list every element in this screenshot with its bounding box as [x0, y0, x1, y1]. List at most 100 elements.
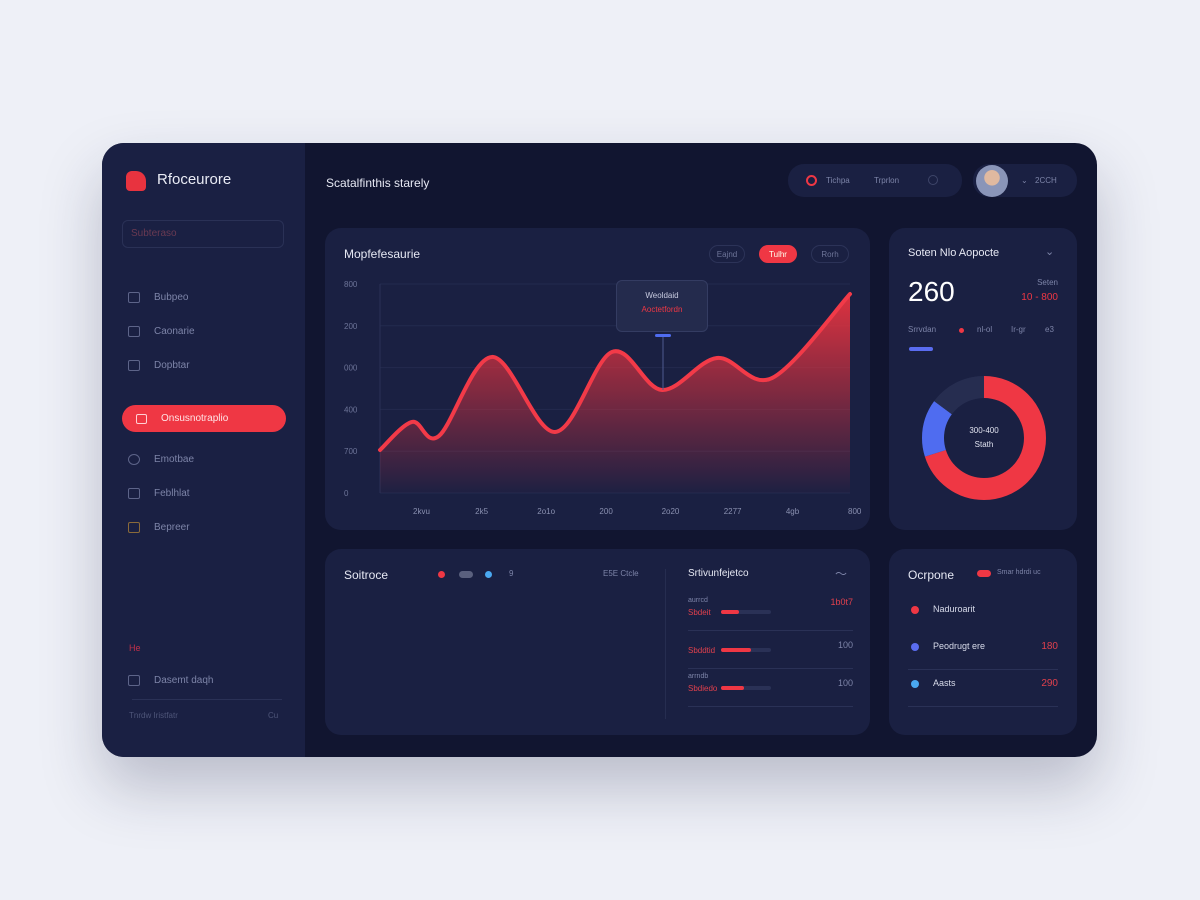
y-tick-label: 200: [344, 322, 358, 331]
option-value: 180: [1041, 641, 1058, 652]
y-tick-label: 0: [344, 489, 349, 498]
footer-text: Tnrdw Iristfatr: [129, 711, 178, 720]
perf-row-name: Sbddtid: [688, 646, 716, 655]
record-label[interactable]: Tichpa: [826, 176, 850, 185]
search-input[interactable]: Subteraso: [122, 220, 284, 248]
globe-icon: [128, 453, 140, 465]
avatar[interactable]: [976, 165, 1008, 197]
sidebar-item-1[interactable]: Bubpeo: [128, 288, 288, 306]
chevron-down-icon[interactable]: ⌄: [1045, 246, 1055, 258]
progress-fill: [721, 610, 739, 614]
sidebar-item-3[interactable]: Dopbtar: [128, 356, 288, 374]
metric: Srrvdan: [908, 325, 937, 334]
progress-track: [721, 610, 771, 614]
donut-center-top: 300-400: [969, 426, 999, 435]
secondary-label[interactable]: Trprlon: [874, 176, 900, 185]
donut-center-bottom: Stath: [974, 440, 994, 449]
main-chart-title: Mopfefesaurie: [344, 247, 421, 261]
brand-name: Rfoceurore: [157, 171, 232, 188]
option-row[interactable]: Naduroarit: [908, 601, 1058, 633]
calendar-icon: [128, 487, 140, 499]
bar-chart-card: Soitroce 9 E5E Ctcle 000008020c52a05a02a…: [325, 549, 870, 735]
stat-sublabel: Seten: [1037, 278, 1058, 287]
logo-icon: [126, 171, 146, 191]
perf-row[interactable]: arrndb Sbdiedo 100: [688, 673, 853, 707]
area-chart: 0 700 400 000 200 800 2kvu 2k5 2o1o 200 2o20 2277 4g…: [344, 280, 862, 516]
tooltip-title: Weoldaid: [645, 291, 679, 300]
main-chart-card: Mopfefesaurie Eajnd Tulhr Rorh 0 700 400 00…: [325, 228, 870, 530]
filter-button[interactable]: Eajnd: [709, 245, 745, 263]
sidebar-item-label: Dopbtar: [154, 359, 190, 371]
options-card: Ocrpone Smar hdrdi uc Naduroarit Peodrug…: [889, 549, 1077, 735]
bar-chart-meta[interactable]: E5E Ctcle: [603, 569, 639, 578]
sidebar-item-6[interactable]: Feblhlat: [128, 484, 288, 502]
bar-chart-title: Soitroce: [344, 568, 389, 582]
record-icon[interactable]: [806, 175, 817, 186]
metric: Ir-gr: [1011, 325, 1026, 334]
x-tick-label: 2277: [724, 507, 742, 516]
legend-dot-gray: [459, 571, 473, 578]
stat-value: 260: [908, 276, 955, 307]
perf-row-name: Sbdeit: [688, 608, 711, 617]
bar-chart: 000008020c52a05a02a02c02b02o53hu: [325, 549, 665, 735]
tooltip-marker: [655, 334, 671, 337]
perf-row-value: 100: [837, 678, 853, 688]
progress-fill: [721, 648, 751, 652]
metric: nl-ol: [977, 325, 993, 334]
footer-icon[interactable]: Cu: [268, 711, 279, 720]
y-tick-label: 800: [344, 280, 358, 289]
x-tick-label: 2k5: [475, 507, 488, 516]
option-row[interactable]: Aasts 290: [908, 675, 1058, 707]
y-tick-label: 400: [344, 405, 358, 414]
perf-row-value: 100: [837, 640, 853, 650]
sidebar-item-7[interactable]: Bepreer: [128, 518, 288, 536]
options-legend: Smar hdrdi uc: [997, 569, 1041, 576]
option-label: Peodrugt ere: [933, 641, 986, 651]
user-menu[interactable]: ⌄ 2CCH: [973, 164, 1077, 197]
option-row[interactable]: Peodrugt ere 180: [908, 638, 1058, 670]
legend-count: 9: [509, 569, 514, 578]
filter-button[interactable]: Rorh: [811, 245, 849, 263]
sidebar-item-label: Dasemt daqh: [154, 674, 214, 686]
x-tick-label: 4gb: [786, 507, 800, 516]
tooltip-value: Aoctetfordn: [641, 305, 683, 314]
option-dot: [911, 680, 919, 688]
filter-button-active[interactable]: Tulhr: [759, 245, 797, 263]
dashboard-window: Rfoceurore Subteraso Bubpeo Caonarie Dop…: [102, 143, 1097, 757]
square-icon: [136, 413, 147, 424]
x-tick-label: 800: [848, 507, 862, 516]
stat-card: Soten Nlo Aopocte ⌄ 260 Seten 10 - 800 S…: [889, 228, 1077, 530]
perf-row-value: 1b0t7: [830, 597, 853, 607]
option-dot: [911, 606, 919, 614]
sidebar-item-2[interactable]: Caonarie: [128, 322, 288, 340]
sidebar-item-label: Bubpeo: [154, 291, 189, 303]
legend-dot-blue: [485, 571, 492, 578]
perf-row[interactable]: Sbddtid 100: [688, 635, 853, 669]
sidebar-bottom-item[interactable]: Dasemt daqh: [128, 671, 288, 689]
option-value: 290: [1041, 678, 1058, 689]
progress-track: [721, 648, 771, 652]
chevron-icon: ⌄: [1021, 176, 1028, 185]
user-label: 2CCH: [1035, 176, 1057, 185]
database-icon: [128, 325, 140, 337]
perf-row[interactable]: aurrcd Sbdeit 1b0t7: [688, 597, 853, 631]
stat-title: Soten Nlo Aopocte: [908, 247, 1000, 259]
option-label: Naduroarit: [933, 604, 976, 614]
trend-icon[interactable]: 〜: [835, 567, 848, 581]
option-dot: [911, 643, 919, 651]
sidebar-item-label: Caonarie: [154, 325, 195, 337]
option-label: Aasts: [933, 678, 956, 688]
perf-row-label: aurrcd: [688, 597, 708, 604]
sidebar-item-active[interactable]: Onsusnotraplio: [122, 405, 286, 432]
divider: [132, 699, 282, 700]
alert-indicator: He: [129, 643, 141, 653]
topbar-controls: Tichpa Trprlon: [788, 164, 962, 197]
perf-row-name: Sbdiedo: [688, 684, 718, 693]
options-title: Ocrpone: [908, 568, 955, 582]
progress-track: [721, 686, 771, 690]
x-tick-label: 2o1o: [537, 507, 555, 516]
area-fill: [380, 294, 850, 493]
clock-icon[interactable]: [928, 175, 938, 185]
sidebar-item-5[interactable]: Emotbae: [128, 450, 288, 468]
metric: e3: [1045, 325, 1054, 334]
